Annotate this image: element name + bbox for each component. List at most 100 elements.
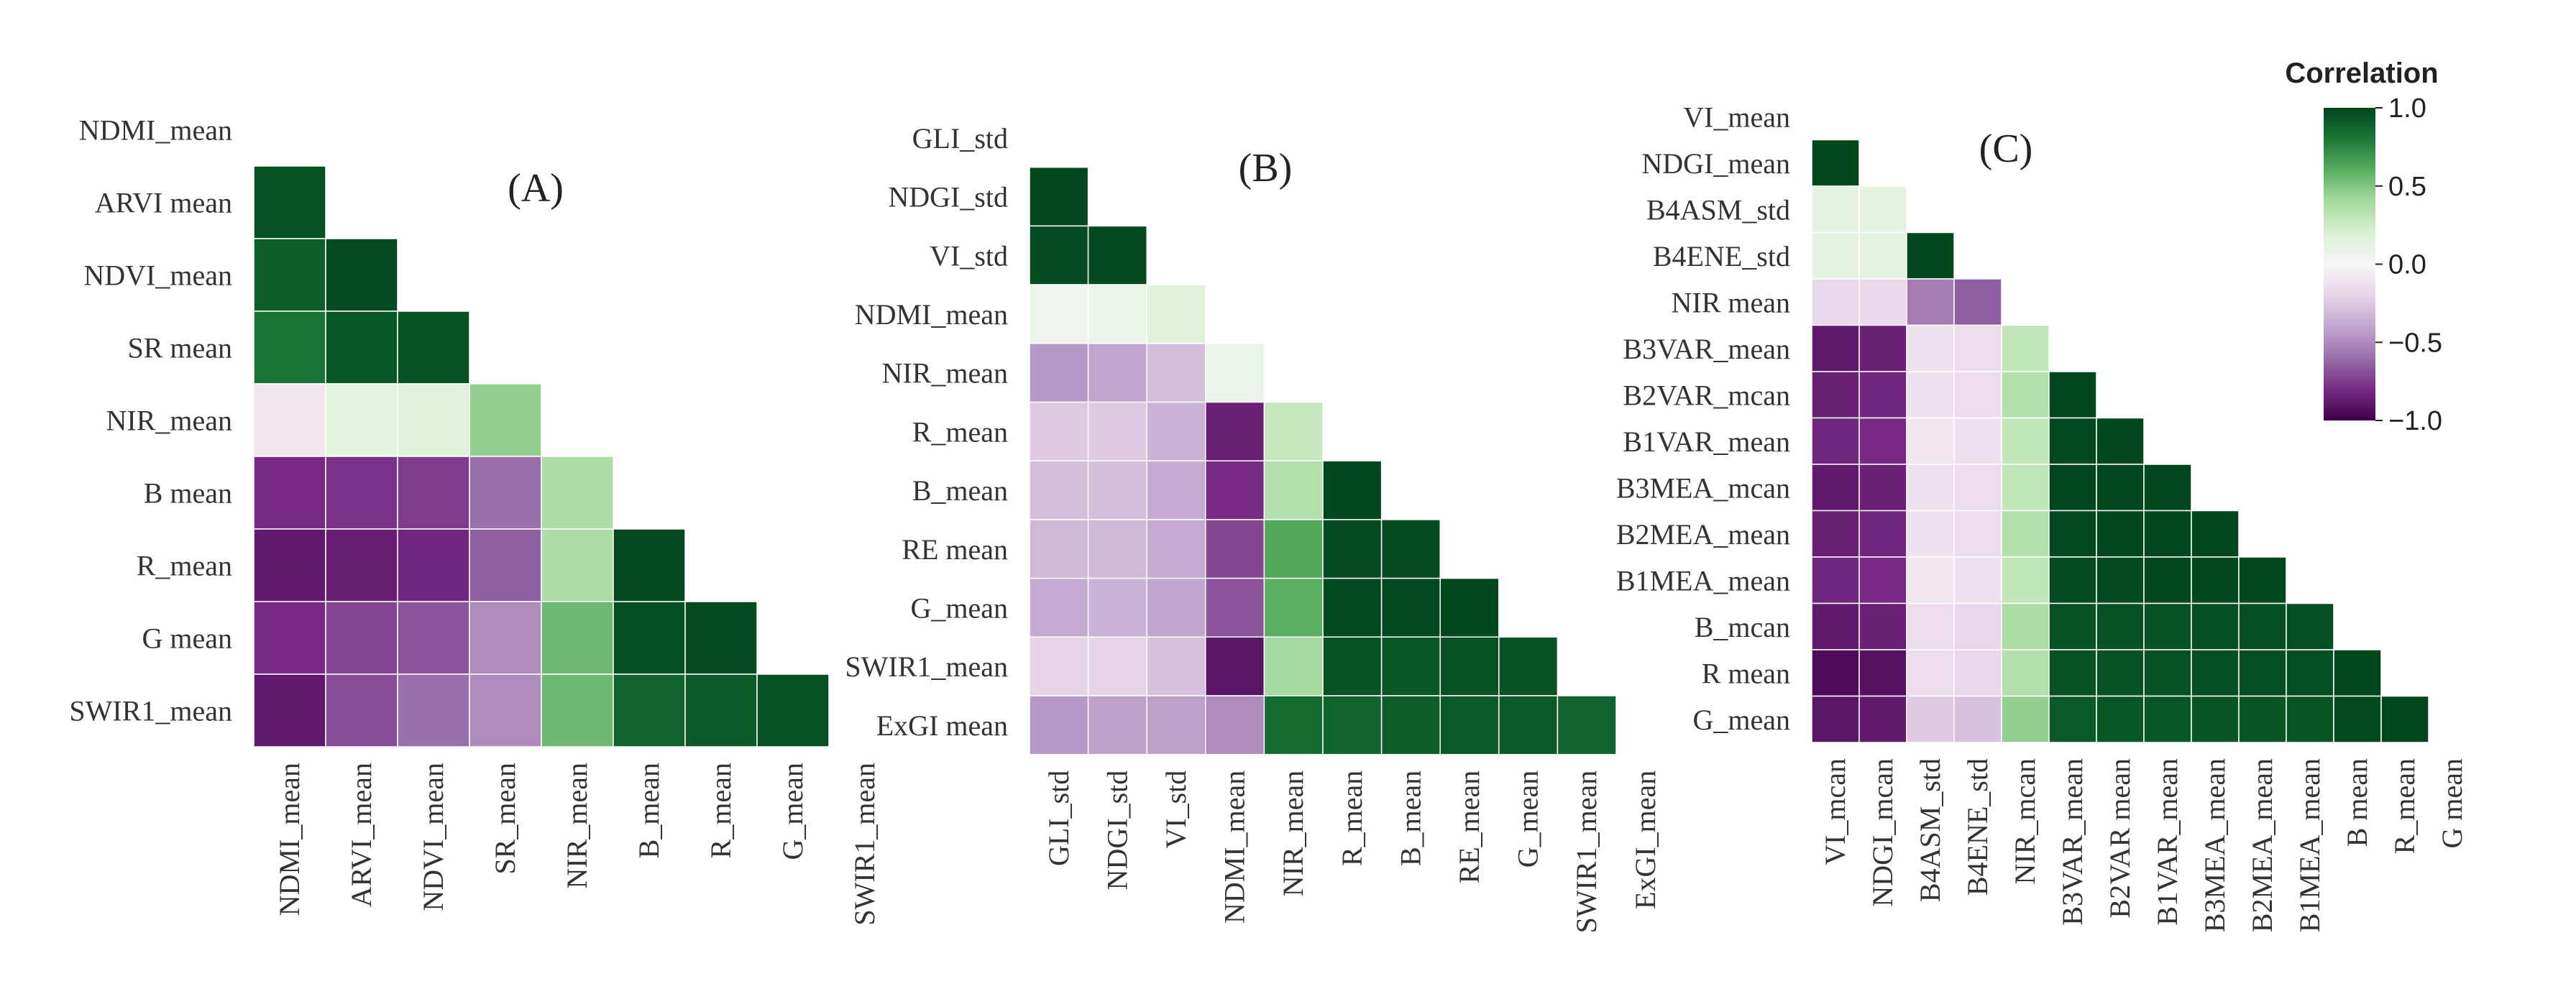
heatmap-cell	[1439, 695, 1500, 755]
heatmap-cell	[2096, 602, 2145, 650]
heatmap-cell	[1953, 510, 2002, 558]
heatmap-cell	[1906, 417, 1955, 465]
heatmap-cell	[1263, 695, 1324, 755]
heatmap-cell	[253, 528, 326, 602]
heatmap-cell	[1322, 460, 1383, 520]
y-tick-label: G mean	[142, 622, 232, 655]
heatmap-cell	[1029, 225, 1089, 285]
heatmap-cell	[1953, 371, 2002, 419]
heatmap-cell	[469, 456, 542, 530]
heatmap-cell	[2238, 695, 2287, 743]
heatmap-cell	[756, 673, 830, 748]
heatmap-cell	[1906, 278, 1955, 326]
y-tick-label: NDVI_mean	[83, 259, 232, 292]
x-tick-label: B1VAR_mean	[2151, 758, 2183, 926]
heatmap-cell	[1811, 695, 1860, 743]
heatmap-cell	[1858, 510, 1907, 558]
x-tick-label: SWIR1_mean	[1570, 770, 1603, 934]
heatmap-cell	[541, 673, 614, 748]
heatmap-cell	[1858, 324, 1907, 372]
heatmap-cell	[1906, 231, 1955, 280]
heatmap-cell	[1380, 636, 1441, 696]
heatmap-panel-2: GLI_std NDGI_std VI_std NDMI_mean NIR_mean R_…	[845, 122, 1661, 934]
x-tick-label: B3VAR_mean	[2056, 758, 2089, 926]
y-tick-label: ExGI mean	[876, 709, 1008, 742]
heatmap-cell	[1953, 278, 2002, 326]
heatmap-cell	[2048, 510, 2097, 558]
heatmap-cell	[1205, 519, 1265, 579]
heatmap-cell	[1322, 577, 1383, 638]
heatmap-cell	[2048, 695, 2097, 743]
heatmap-cell	[1858, 695, 1907, 743]
heatmap-cell	[1811, 278, 1860, 326]
heatmap-cell	[2001, 695, 2050, 743]
heatmap-cell	[397, 601, 470, 675]
x-tick-label: G_mean	[776, 763, 809, 860]
heatmap-cell	[1205, 695, 1265, 755]
y-tick-label: B mean	[144, 477, 232, 510]
heatmap-cell	[1029, 695, 1089, 755]
y-tick-label: B3MEA_mcan	[1616, 472, 1790, 504]
heatmap-cell	[1380, 519, 1441, 579]
heatmap-cell	[1146, 695, 1206, 755]
x-tick-label: RE_mean	[1453, 770, 1485, 884]
x-tick-label: SWIR1_mean	[848, 763, 881, 926]
heatmap-cell	[1953, 556, 2002, 604]
heatmap-cell	[397, 310, 470, 385]
heatmap-cell	[1146, 401, 1206, 461]
heatmap-cell	[253, 238, 326, 312]
heatmap-cell	[2048, 371, 2097, 419]
heatmap-cell	[1811, 324, 1860, 372]
heatmap-cell	[1906, 556, 1955, 604]
heatmap-cell	[1858, 556, 1907, 604]
heatmap-cell	[1322, 636, 1383, 696]
heatmap-cell	[541, 456, 614, 530]
y-tick-label: G_mean	[1692, 704, 1790, 736]
heatmap-cell	[1205, 401, 1265, 461]
heatmap-cell	[1953, 324, 2002, 372]
x-tick-label: ARVI_mean	[345, 763, 377, 907]
heatmap-cell	[684, 673, 758, 748]
heatmap-cell	[1858, 417, 1907, 465]
heatmap-cell	[2143, 649, 2192, 697]
heatmap-cell	[1029, 460, 1089, 520]
heatmap-cell	[1146, 460, 1206, 520]
y-tick-label: B1VAR_mean	[1623, 426, 1790, 458]
colorbar-title: Correlation	[2285, 58, 2438, 89]
y-tick-label: RE mean	[902, 533, 1008, 566]
heatmap-cell	[1087, 343, 1147, 403]
heatmap-cell	[1029, 577, 1089, 638]
heatmap-cell	[1906, 371, 1955, 419]
heatmap-panel-3: VI_mean NDGI_mean B4ASM_std B4ENE_std NIR me…	[1616, 101, 2468, 932]
heatmap-cell	[2048, 464, 2097, 512]
heatmap-cell	[253, 673, 326, 748]
heatmap-cell	[2191, 602, 2240, 650]
heatmap-cell	[1953, 464, 2002, 512]
colorbar-tick-label: 0.5	[2388, 172, 2426, 202]
heatmap-cell	[1953, 417, 2002, 465]
heatmap-cell	[2001, 649, 2050, 697]
heatmap-cell	[1087, 695, 1147, 755]
heatmap-cell	[2048, 602, 2097, 650]
heatmap-cell	[2001, 510, 2050, 558]
heatmap-cell	[2191, 695, 2240, 743]
heatmap-cell	[1146, 577, 1206, 638]
heatmap-cell	[325, 238, 398, 312]
y-tick-label: B4ASM_std	[1646, 193, 1790, 226]
y-tick-label: NDMI_mean	[79, 114, 232, 147]
heatmap-cell	[1087, 401, 1147, 461]
heatmap-cell	[1087, 460, 1147, 520]
heatmap-cell	[2286, 695, 2334, 743]
heatmap-cell	[2333, 649, 2382, 697]
heatmap-cell	[325, 383, 398, 457]
heatmap-cell	[1906, 602, 1955, 650]
heatmap-cell	[2001, 464, 2050, 512]
heatmap-cell	[1811, 556, 1860, 604]
heatmap-cell	[1087, 577, 1147, 638]
heatmap-cell	[2001, 324, 2050, 372]
x-tick-label: R_mean	[1336, 770, 1368, 866]
heatmap-cell	[1906, 324, 1955, 372]
x-tick-label: R_mean	[2388, 758, 2421, 854]
heatmap-cell	[1498, 636, 1559, 696]
